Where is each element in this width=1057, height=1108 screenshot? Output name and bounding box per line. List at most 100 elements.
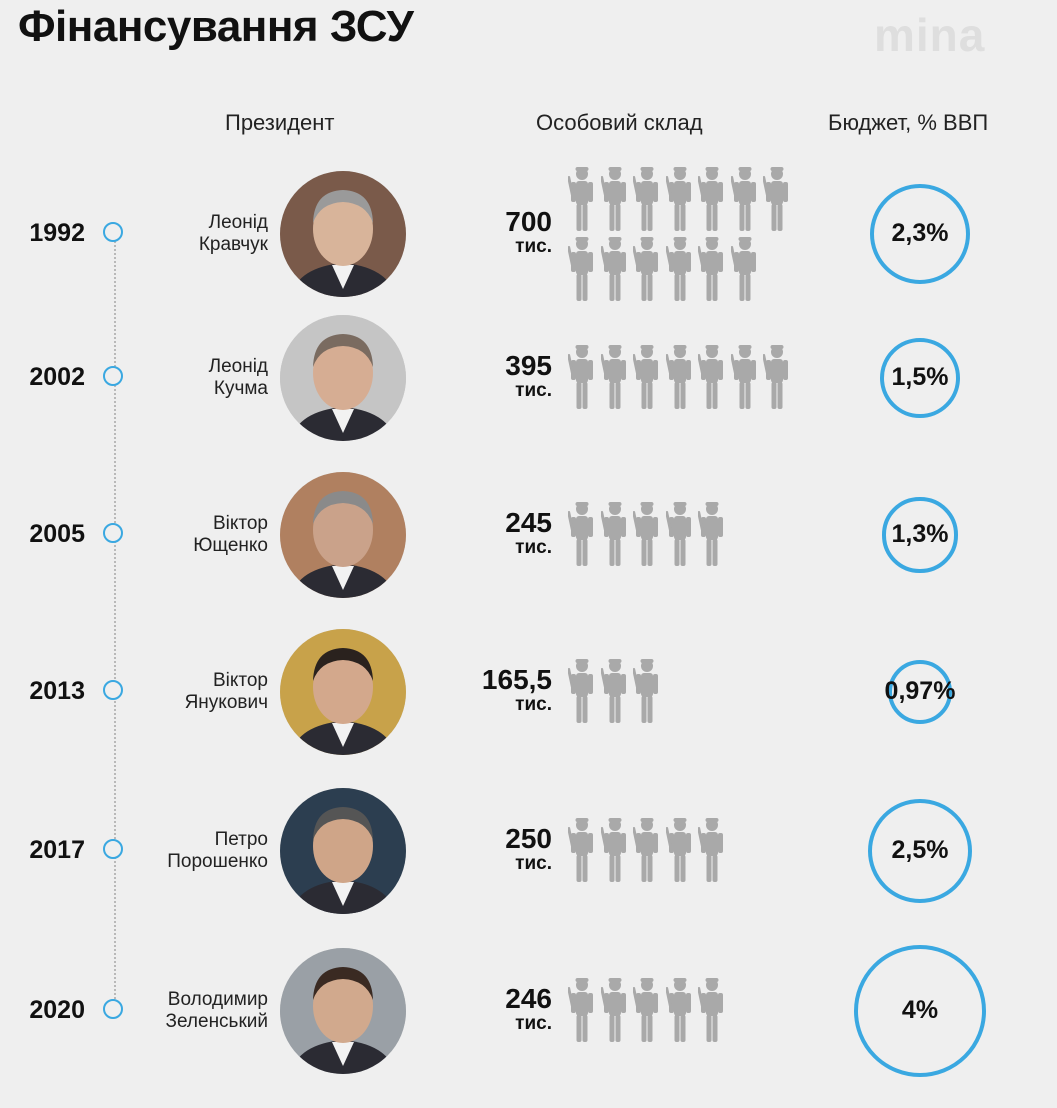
soldier-icon [664, 236, 694, 302]
president-last-name: Ющенко [193, 535, 268, 556]
personnel-count: 245 [505, 507, 552, 538]
page-title: Фінансування ЗСУ [18, 2, 414, 51]
budget-circle [879, 337, 961, 419]
budget-circle [882, 497, 958, 573]
president-last-name: Кучма [213, 378, 268, 399]
header-president: Президент [225, 110, 335, 135]
president-last-name: Зеленський [165, 1011, 269, 1032]
soldier-icon [632, 236, 661, 302]
budget-value: 1,5% [891, 363, 949, 391]
budget-value: 1,3% [891, 520, 949, 548]
president-first-name: Петро [214, 829, 268, 850]
soldier-icon [567, 344, 596, 410]
year-label: 2005 [29, 520, 85, 548]
soldier-icon [664, 344, 694, 410]
president-first-name: Леонід [208, 212, 268, 233]
president-portrait [280, 948, 406, 1074]
soldier-icon [632, 344, 661, 410]
soldier-icon [632, 817, 661, 883]
timeline-node [103, 222, 123, 242]
soldier-icon [697, 166, 726, 232]
year-label: 2013 [29, 677, 85, 705]
budget-value: 0,97% [884, 677, 956, 705]
president-name: Віктор Ющенко [120, 513, 268, 557]
soldier-icon [729, 166, 759, 232]
soldier-icon [632, 166, 661, 232]
year-label: 2020 [29, 996, 85, 1024]
budget-circle [870, 184, 970, 284]
president-first-name: Віктор [212, 670, 268, 691]
soldier-icon [632, 658, 661, 724]
budget-value: 4% [901, 996, 939, 1024]
budget-circle [887, 659, 953, 725]
budget-value: 2,3% [891, 219, 949, 247]
president-name: Леонід Кравчук [120, 212, 268, 256]
soldier-icon [599, 977, 629, 1043]
timeline-node [103, 366, 123, 386]
header-personnel: Особовий склад [536, 110, 703, 135]
budget-value: 2,5% [891, 836, 949, 864]
soldier-icon [567, 236, 596, 302]
soldier-icon [599, 344, 629, 410]
personnel-count: 395 [505, 350, 552, 381]
soldier-icon [599, 236, 629, 302]
soldier-icon [567, 977, 596, 1043]
timeline-node [103, 523, 123, 543]
president-name: Володимир Зеленський [120, 989, 269, 1033]
president-name: Віктор Янукович [120, 670, 268, 714]
president-first-name: Володимир [167, 989, 268, 1010]
personnel-unit: тис. [515, 380, 552, 401]
year-label: 1992 [29, 219, 85, 247]
soldier-icon [567, 817, 596, 883]
soldier-icon [599, 166, 629, 232]
soldier-icon [762, 344, 791, 410]
soldier-icon [567, 658, 596, 724]
timeline-node [103, 999, 123, 1019]
president-first-name: Віктор [212, 513, 268, 534]
president-first-name: Леонід [208, 356, 268, 377]
president-name: Леонід Кучма [120, 356, 268, 400]
year-label: 2002 [29, 363, 85, 391]
soldier-icon [567, 166, 596, 232]
president-last-name: Кравчук [198, 234, 268, 255]
soldier-icon [697, 501, 726, 567]
timeline-node [103, 839, 123, 859]
personnel-count: 700 [505, 206, 552, 237]
personnel-unit: тис. [515, 853, 552, 874]
soldier-icon [729, 344, 759, 410]
personnel-unit: тис. [515, 537, 552, 558]
personnel-unit: тис. [515, 1013, 552, 1034]
personnel-count: 250 [505, 823, 552, 854]
soldier-icon [599, 817, 629, 883]
soldier-icon [697, 236, 726, 302]
timeline-line [114, 234, 116, 1010]
soldier-icon [664, 977, 694, 1043]
president-portrait [280, 788, 406, 914]
budget-circle [867, 798, 973, 904]
soldier-icon [729, 236, 759, 302]
president-portrait [280, 315, 406, 441]
header-budget: Бюджет, % ВВП [828, 110, 989, 135]
soldier-icon [567, 501, 596, 567]
soldier-icon [599, 658, 629, 724]
timeline-node [103, 680, 123, 700]
personnel-count: 246 [505, 983, 552, 1014]
soldier-icon [632, 977, 661, 1043]
soldier-icon [664, 166, 694, 232]
soldier-icon [697, 344, 726, 410]
soldier-icon [697, 977, 726, 1043]
budget-circle [854, 945, 986, 1077]
soldier-icon [762, 166, 791, 232]
president-portrait [280, 629, 406, 755]
president-portrait [280, 171, 406, 297]
mina-logo: mina [874, 9, 986, 61]
soldier-icon [664, 817, 694, 883]
president-last-name: Янукович [184, 692, 268, 713]
soldier-icon [632, 501, 661, 567]
president-name: Петро Порошенко [120, 829, 268, 873]
soldier-icon [664, 501, 694, 567]
president-portrait [280, 472, 406, 598]
soldier-icon [697, 817, 726, 883]
personnel-unit: тис. [515, 236, 552, 257]
personnel-count: 165,5 [481, 664, 552, 695]
